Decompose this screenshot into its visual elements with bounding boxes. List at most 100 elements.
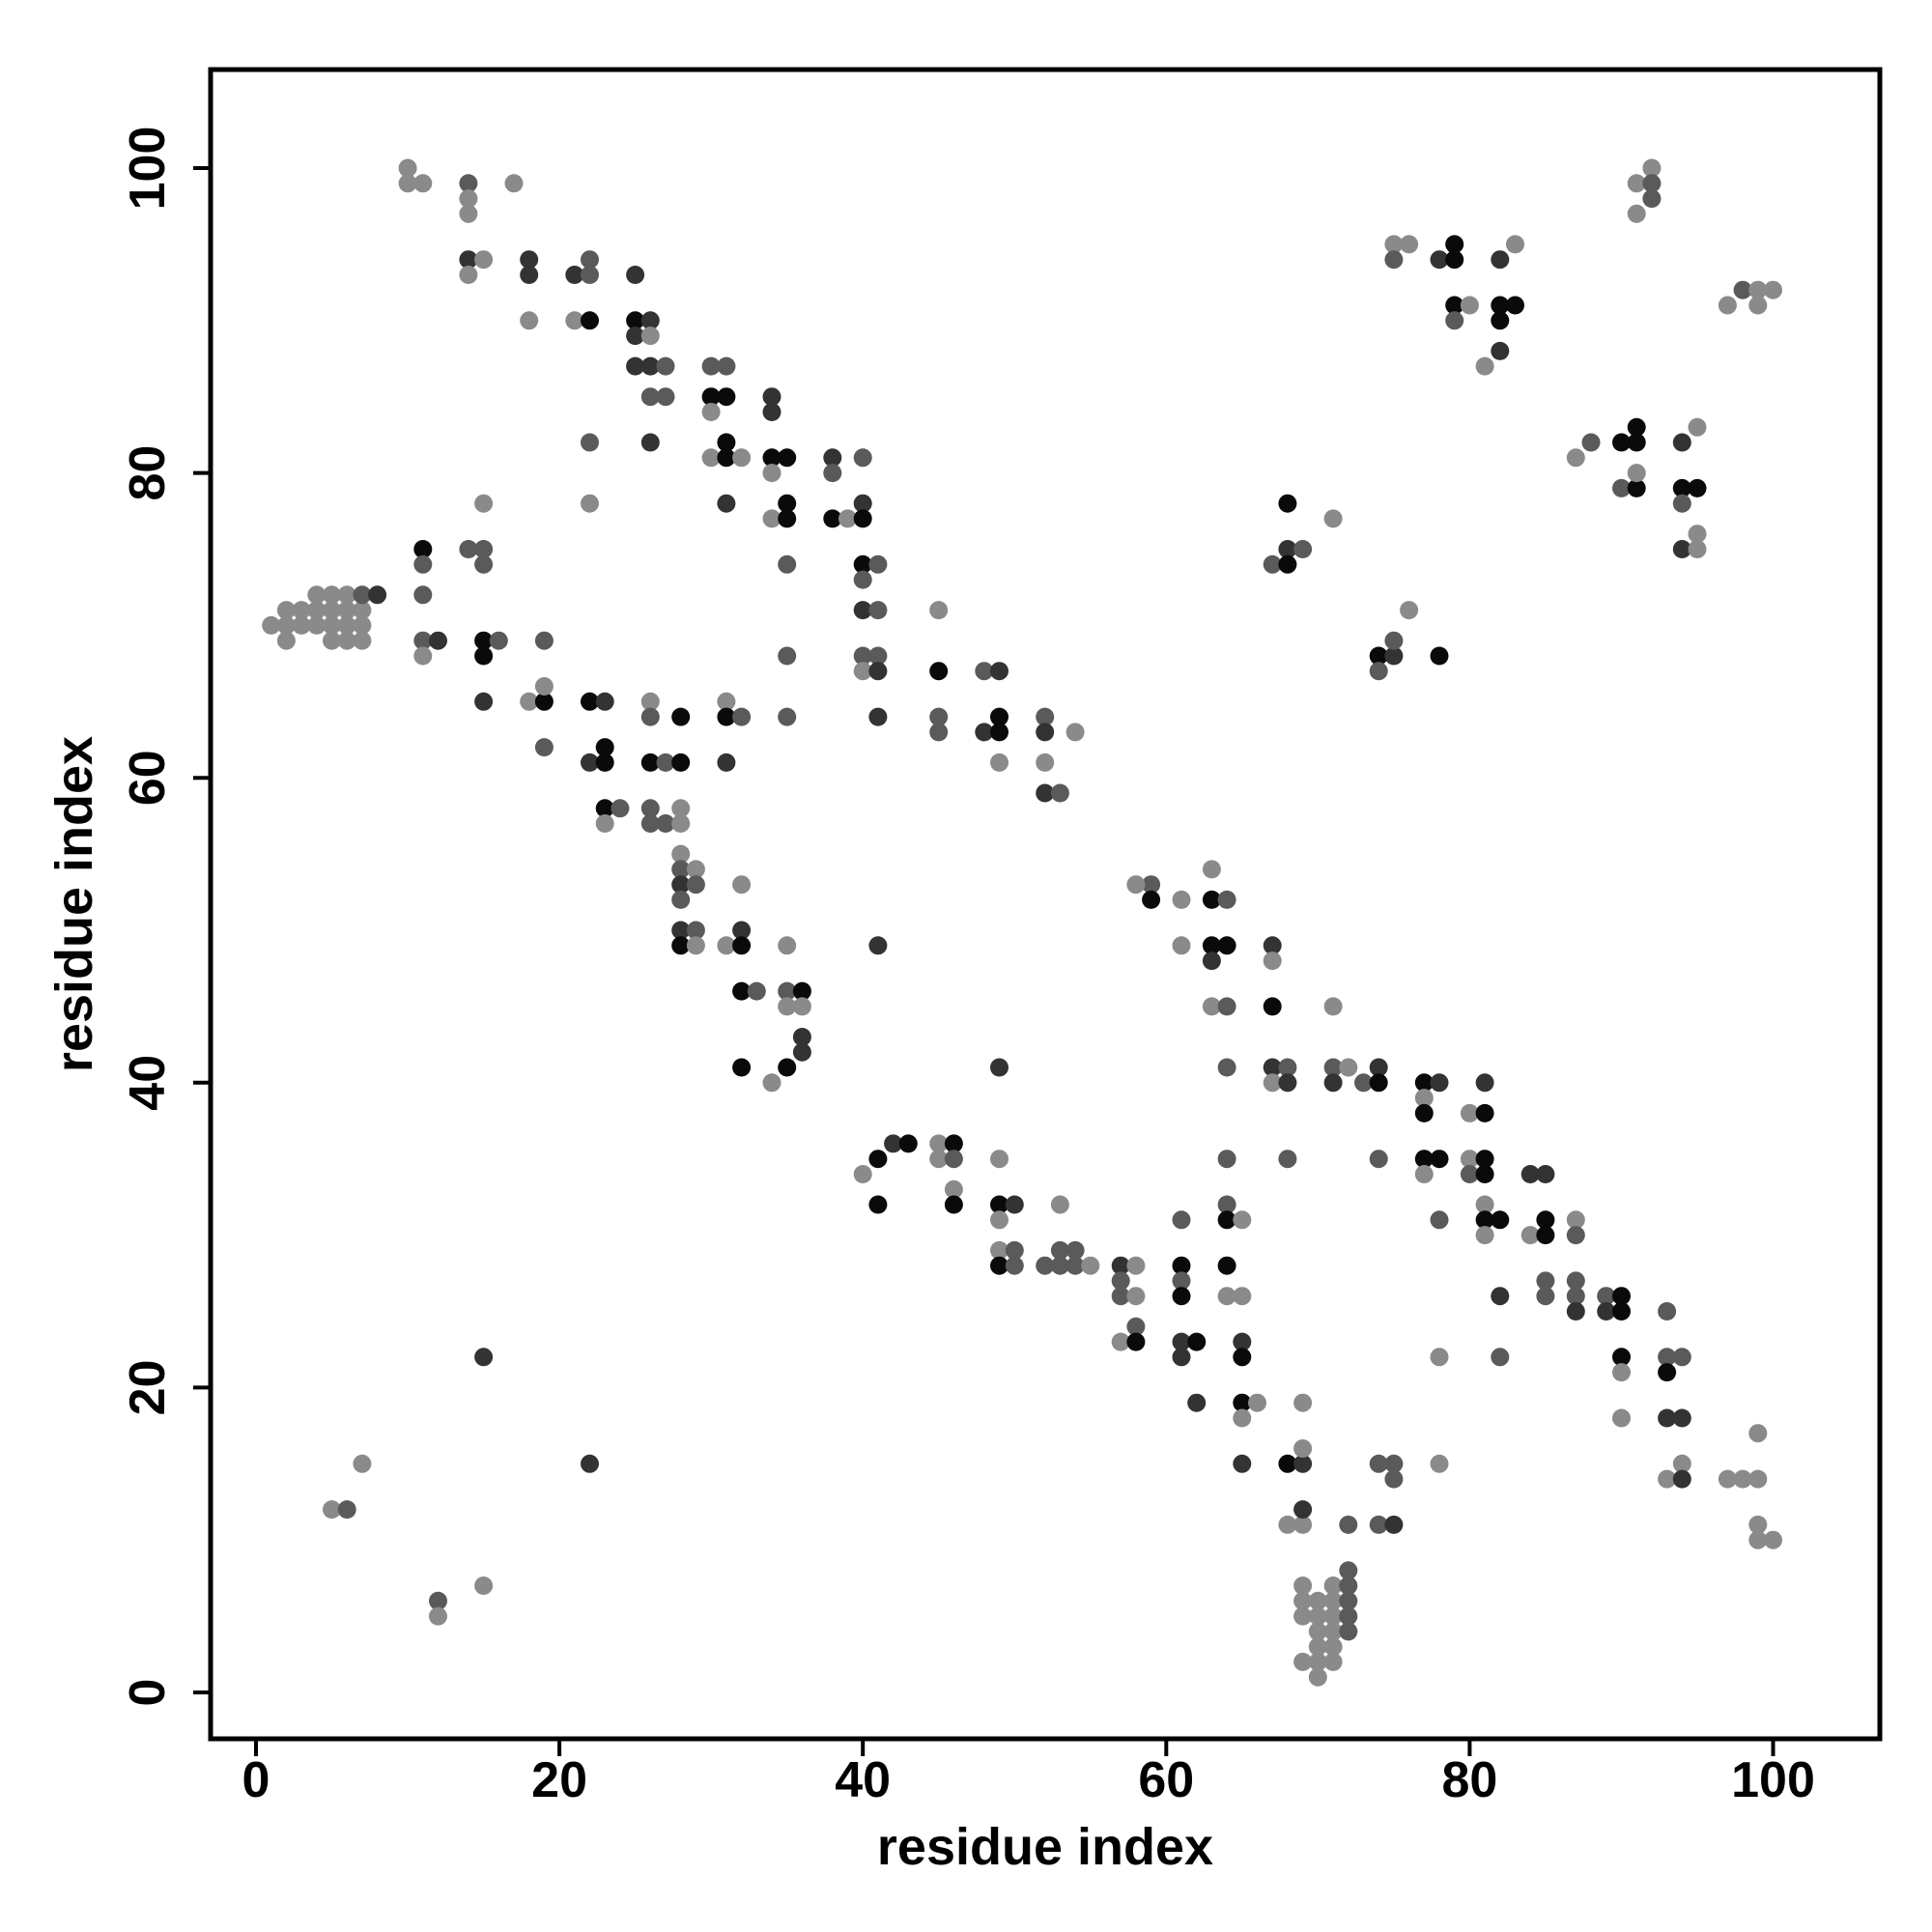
data-point [504,174,524,193]
data-point [1126,1317,1146,1336]
data-point [656,387,675,407]
data-point [1414,1150,1434,1169]
data-point [595,753,614,772]
plot-frame [208,67,1883,1742]
data-point [1688,540,1707,558]
data-point [823,448,842,468]
data-point [1748,1469,1768,1489]
data-point [1612,1348,1631,1367]
data-point [595,799,614,818]
data-point [868,1195,888,1214]
data-point [1248,1393,1266,1412]
data-point [1278,540,1297,558]
data-point [1339,1058,1358,1077]
x-tick-label: 40 [835,1752,891,1808]
data-point [1566,1210,1585,1230]
data-point [353,585,372,605]
data-point [1627,417,1646,437]
data-point [1642,158,1662,178]
data-point [1612,1363,1631,1382]
data-point [276,615,296,635]
data-point [626,356,645,376]
x-tick-label: 20 [531,1752,587,1808]
data-point [1672,478,1691,497]
data-point [337,1500,356,1520]
data-point [640,692,660,711]
data-point [1672,540,1691,558]
data-point [307,601,327,620]
data-point [581,753,599,772]
data-point [1126,1287,1146,1306]
data-point [762,509,781,528]
data-point [1536,1226,1555,1245]
data-point [1263,1058,1282,1077]
data-point [323,615,341,635]
data-point [1369,1515,1388,1534]
data-point [1612,1408,1631,1428]
data-point [1369,1058,1388,1077]
data-point [792,981,811,1001]
data-point [1233,1393,1252,1412]
data-point [1764,280,1782,299]
data-point [853,554,872,574]
data-point [1065,723,1085,742]
data-point [868,601,888,620]
data-point [1369,1073,1388,1093]
data-point [1672,494,1691,513]
data-point [1293,1606,1313,1626]
data-point [534,677,554,696]
data-point [1491,1287,1510,1306]
data-point [1278,1515,1297,1534]
data-point [1081,1256,1100,1275]
data-point [1323,1606,1343,1626]
data-point [1520,1165,1540,1183]
data-point [762,387,781,407]
data-point [778,981,797,1001]
data-point [853,494,872,513]
data-point [778,509,797,528]
data-point [823,509,842,528]
data-point [671,860,691,879]
data-point [1384,235,1404,254]
data-point [353,601,372,620]
data-point [1278,1454,1297,1473]
data-point [853,646,872,666]
data-point [1475,356,1494,376]
data-point [1233,1287,1252,1306]
data-point [1233,1408,1252,1428]
data-point [626,266,645,284]
data-point [1202,952,1221,971]
data-point [1308,1622,1327,1641]
data-point [474,554,494,574]
data-point [581,1454,599,1473]
data-point [1217,1058,1236,1077]
data-point [1536,1287,1555,1306]
data-point [717,753,736,772]
data-point [1658,1408,1677,1428]
data-point [413,631,433,650]
data-point [1323,509,1343,528]
data-point [990,753,1009,772]
data-point [1384,1515,1404,1534]
data-point [1263,936,1282,955]
x-tick-label: 0 [242,1752,270,1808]
data-point [1672,1348,1691,1367]
data-point [1111,1271,1130,1291]
data-point [1369,662,1388,681]
data-point [1748,1424,1768,1443]
data-point [1172,1348,1191,1367]
data-point [1491,341,1510,360]
data-point [1566,1302,1585,1321]
data-point [626,327,645,346]
data-point [1445,250,1464,270]
data-point [1430,250,1449,270]
data-point [534,631,554,650]
x-tick-label: 100 [1731,1752,1815,1808]
data-point [671,707,691,726]
data-point [762,464,781,483]
data-point [1233,1332,1252,1351]
data-point [701,448,721,468]
data-point [1414,1165,1434,1183]
data-point [1293,1591,1313,1610]
data-point [1217,1195,1236,1214]
